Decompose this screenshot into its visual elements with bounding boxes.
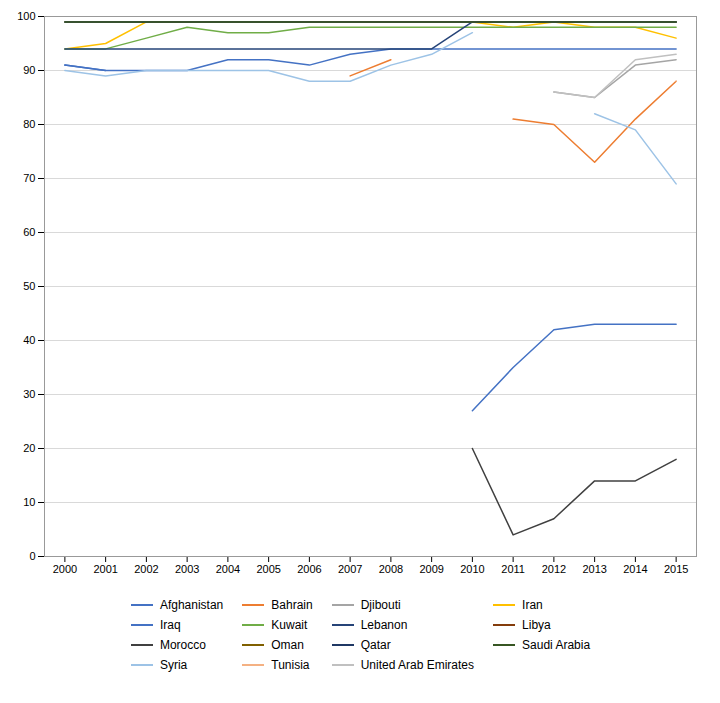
svg-text:2003: 2003 (175, 563, 199, 575)
svg-text:2008: 2008 (379, 563, 403, 575)
html-text:Iran: Iran (522, 598, 543, 612)
html-text:Oman: Oman (271, 638, 304, 652)
html-text:Syria: Syria (159, 658, 188, 672)
html-text:Djibouti: Djibouti (360, 598, 401, 612)
html-text:Morocco: Morocco (159, 638, 206, 652)
svg-text:2006: 2006 (297, 563, 321, 575)
svg-text:100: 100 (17, 10, 35, 22)
html-text:Iraq: Iraq (159, 618, 181, 632)
svg-text:70: 70 (23, 172, 35, 184)
svg-text:60: 60 (23, 226, 35, 238)
svg-text:10: 10 (23, 496, 35, 508)
html-text:Afghanistan: Afghanistan (159, 598, 224, 612)
svg-text:40: 40 (23, 334, 35, 346)
html-text:Bahrain: Bahrain (271, 598, 313, 612)
svg-text:2015: 2015 (664, 563, 688, 575)
svg-text:90: 90 (23, 64, 35, 76)
svg-text:2002: 2002 (134, 563, 158, 575)
html-text:Kuwait: Kuwait (271, 618, 308, 632)
svg-text:80: 80 (23, 118, 35, 130)
svg-text:2014: 2014 (623, 563, 647, 575)
svg-text:2004: 2004 (216, 563, 240, 575)
svg-text:2009: 2009 (419, 563, 443, 575)
svg-text:20: 20 (23, 442, 35, 454)
svg-text:2010: 2010 (460, 563, 484, 575)
svg-text:2005: 2005 (256, 563, 280, 575)
svg-text:2000: 2000 (53, 563, 77, 575)
svg-text:30: 30 (23, 388, 35, 400)
svg-text:2012: 2012 (542, 563, 566, 575)
html-text:Saudi Arabia: Saudi Arabia (522, 638, 591, 652)
svg-text:2001: 2001 (93, 563, 117, 575)
svg-text:2013: 2013 (582, 563, 606, 575)
html-text:Qatar: Qatar (360, 638, 391, 652)
html-text:Libya: Libya (522, 618, 551, 632)
html-text:Lebanon: Lebanon (360, 618, 408, 632)
svg-text:2007: 2007 (338, 563, 362, 575)
html-text:Tunisia: Tunisia (271, 658, 310, 672)
svg-text:0: 0 (29, 550, 35, 562)
html-text:United Arab Emirates: United Arab Emirates (360, 658, 474, 672)
svg-text:50: 50 (23, 280, 35, 292)
svg-text:2011: 2011 (501, 563, 525, 575)
